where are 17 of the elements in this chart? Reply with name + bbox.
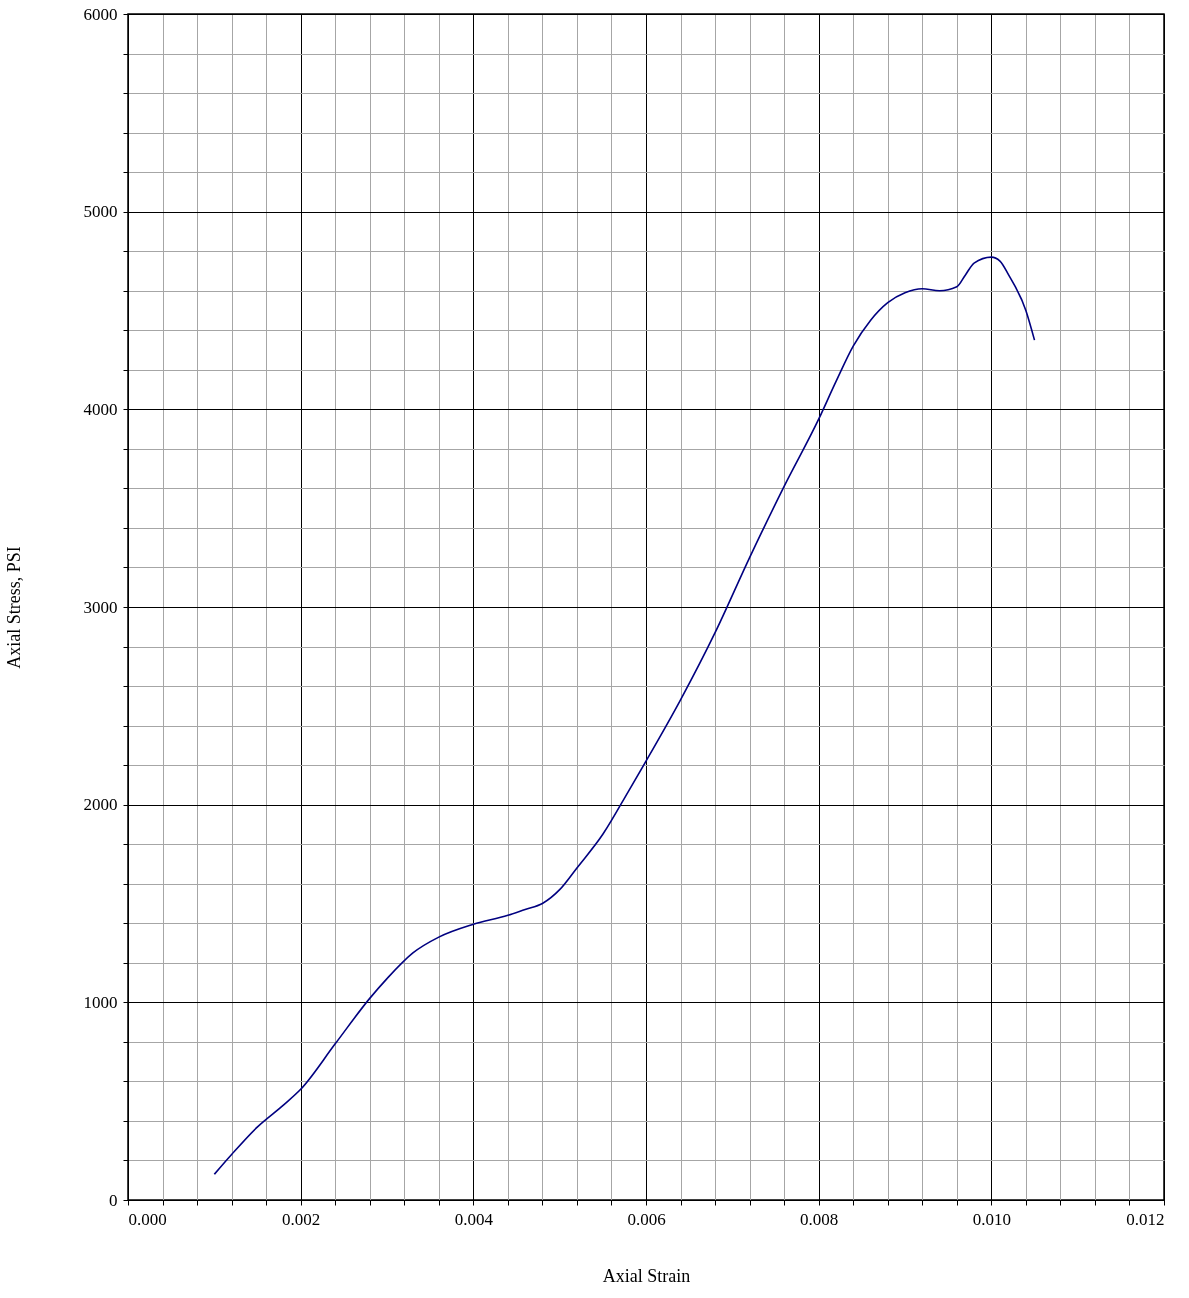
y-tick-label: 2000 xyxy=(83,795,118,815)
x-tick-label: 0.000 xyxy=(128,1209,167,1229)
y-tick-label: 3000 xyxy=(83,597,118,617)
x-tick-label: 0.010 xyxy=(972,1209,1011,1229)
x-tick-label: 0.008 xyxy=(800,1209,839,1229)
y-tick-label: 5000 xyxy=(83,202,118,222)
x-axis-title: Axial Strain xyxy=(602,1265,691,1286)
x-tick-label: 0.006 xyxy=(627,1209,666,1229)
y-tick-label: 0 xyxy=(109,1190,118,1210)
x-tick-label: 0.004 xyxy=(454,1209,494,1229)
y-tick-label: 4000 xyxy=(83,399,118,419)
line-series xyxy=(213,256,1036,1176)
y-axis-title: Axial Stress, PSI xyxy=(3,546,24,669)
y-tick-label: 6000 xyxy=(83,4,118,24)
y-tick-label: 1000 xyxy=(83,992,118,1012)
x-tick-label: 0.002 xyxy=(282,1209,321,1229)
x-tick-label: 0.012 xyxy=(1126,1209,1165,1229)
